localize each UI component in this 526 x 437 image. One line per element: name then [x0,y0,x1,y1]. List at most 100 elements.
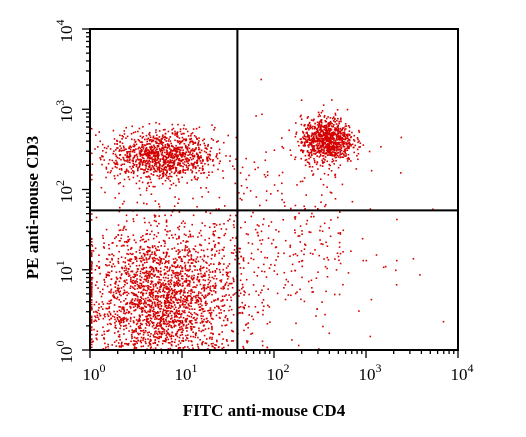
data-point [133,347,136,350]
data-point [304,164,307,167]
data-point [159,296,162,298]
data-point [233,168,236,170]
data-point [232,330,235,333]
data-point [178,137,181,139]
data-point [232,294,235,296]
data-point [184,222,186,225]
data-point [96,330,99,332]
data-point [333,147,336,149]
data-point [159,300,162,303]
data-point [212,318,214,320]
data-point [119,173,121,175]
data-point [225,294,227,296]
data-point [321,194,323,196]
data-point [332,125,335,128]
data-point [90,322,93,324]
data-point [155,249,158,252]
data-point [205,304,207,307]
data-point [174,284,176,286]
data-point [170,156,173,159]
data-point [136,175,139,177]
data-point [328,150,330,153]
data-point [204,274,206,276]
data-point [268,225,270,227]
data-point [168,138,170,140]
data-point [160,284,162,286]
data-point [168,290,170,293]
data-point [139,270,142,273]
data-point [197,144,199,146]
data-point [326,186,328,188]
data-point [122,156,124,159]
data-point [248,174,250,177]
data-point [337,154,339,157]
data-point [160,140,162,142]
data-point [103,159,105,161]
data-point [187,135,190,137]
data-point [145,259,148,261]
data-point [206,338,208,340]
data-point [95,134,97,136]
data-point [207,191,210,193]
data-point [318,140,320,142]
data-point [171,123,174,126]
data-point [193,154,196,157]
data-point [148,277,150,279]
data-point [147,285,149,287]
data-point [191,164,193,166]
data-point [316,147,318,150]
data-point [214,223,216,225]
data-point [222,170,224,172]
data-point [165,234,168,236]
data-point [90,219,93,221]
data-point [129,274,131,277]
data-point [223,310,225,312]
data-point [343,127,345,129]
data-point [198,126,201,129]
data-point [180,325,183,328]
data-point [348,134,350,136]
data-point [115,276,118,279]
data-point [150,151,153,153]
data-point [139,161,141,163]
data-point [192,248,195,250]
data-point [181,333,184,336]
data-point [197,251,199,254]
data-point [136,283,139,286]
data-point [190,328,193,330]
data-point [337,156,340,158]
data-point [111,253,113,255]
data-point [91,245,94,247]
data-point [118,293,121,296]
data-point [223,223,225,225]
data-point [95,301,98,303]
data-point [203,254,206,257]
data-point [345,155,347,157]
data-point [171,153,173,156]
data-point [198,279,201,281]
data-point [335,142,337,144]
data-point [118,316,120,318]
data-point [165,334,167,337]
data-point [171,269,173,272]
data-point [103,247,106,249]
data-point [299,180,302,183]
data-point [233,249,236,251]
data-point [201,196,203,198]
data-point [358,310,360,312]
data-point [122,317,124,320]
data-point [163,163,165,166]
data-point [183,323,185,326]
data-point [165,252,168,254]
data-point [156,299,158,301]
data-point [138,180,141,182]
data-point [308,122,311,125]
data-point [90,309,93,311]
data-point [323,133,325,135]
data-point [146,149,148,151]
data-point [143,272,145,275]
data-point [168,320,170,323]
data-point [148,341,150,344]
data-point [125,168,128,171]
data-point [175,266,177,268]
